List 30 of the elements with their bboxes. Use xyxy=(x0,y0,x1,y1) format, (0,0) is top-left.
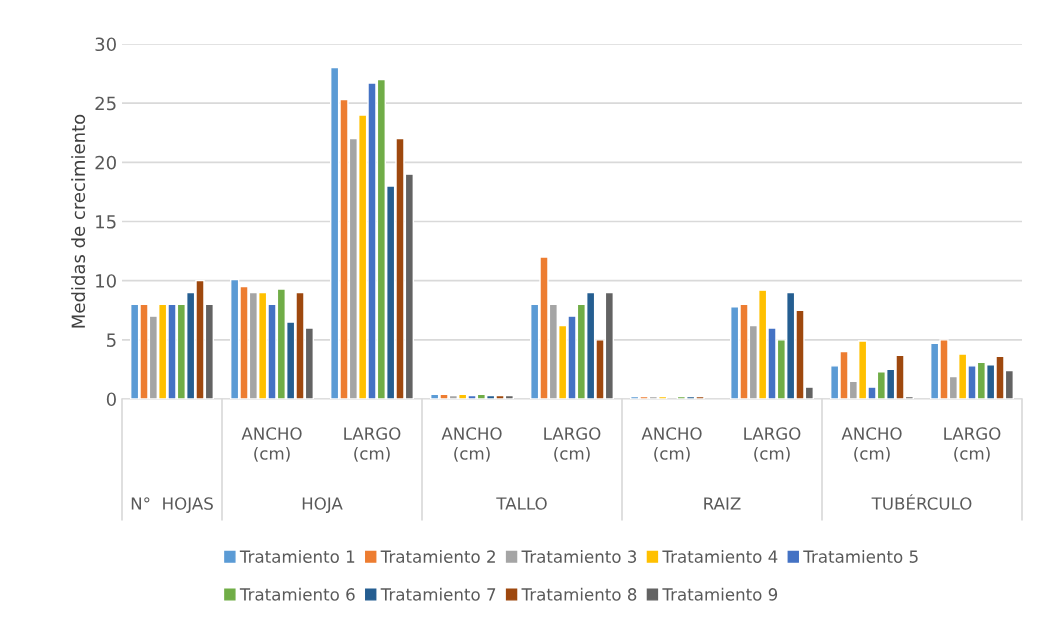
x-tick-label: LARGO (cm) xyxy=(944,427,1001,462)
y-tick-label: 25 xyxy=(95,96,116,111)
x-tick-label: ANCHO (cm) xyxy=(841,427,902,462)
y-tick-label: 5 xyxy=(107,333,116,347)
legend-label: Tratamiento 9 xyxy=(662,587,778,601)
legend-label: Tratamiento 8 xyxy=(521,587,637,601)
y-tick-label: 10 xyxy=(96,274,116,288)
legend-label: Tratamiento 2 xyxy=(380,550,495,563)
x-tick-label: LARGO (cm) xyxy=(544,427,601,462)
y-tick-label: 20 xyxy=(95,155,116,170)
legend-label: Tratamiento 5 xyxy=(803,550,918,563)
x-tick-label: ANCHO (cm) xyxy=(241,427,302,462)
legend-label: Tratamiento 6 xyxy=(239,587,355,601)
y-axis-title: Medidas de crecimiento xyxy=(71,114,86,328)
x-tick-label: LARGO (cm) xyxy=(744,427,801,462)
y-tick-label: 30 xyxy=(95,37,116,52)
legend-label: Tratamiento 7 xyxy=(380,587,496,601)
text: RAIZ xyxy=(704,497,741,510)
text: HOJA xyxy=(302,497,343,513)
legend-label: Tratamiento 3 xyxy=(521,550,637,563)
y-tick-label: 0 xyxy=(106,392,116,407)
text: N° HOJAS xyxy=(131,497,213,513)
x-tick-label: ANCHO (cm) xyxy=(641,427,702,462)
legend-label: Tratamiento 4 xyxy=(662,550,778,563)
text: TUBÉRCULO xyxy=(871,494,972,510)
text: TALLO xyxy=(496,497,547,510)
x-tick-label: ANCHO (cm) xyxy=(441,427,502,462)
x-tick-label: LARGO (cm) xyxy=(344,427,401,462)
legend-label: Tratamiento 1 xyxy=(239,550,355,563)
y-tick-label: 15 xyxy=(96,215,116,229)
